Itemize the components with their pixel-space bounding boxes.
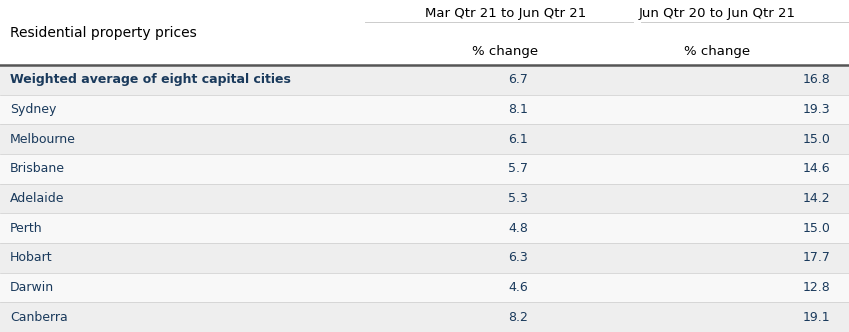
Text: 8.1: 8.1	[509, 103, 528, 116]
Text: 5.3: 5.3	[509, 192, 528, 205]
Text: 4.6: 4.6	[509, 281, 528, 294]
Text: Jun Qtr 20 to Jun Qtr 21: Jun Qtr 20 to Jun Qtr 21	[639, 8, 796, 21]
Text: Residential property prices: Residential property prices	[10, 26, 197, 40]
Text: 8.2: 8.2	[509, 311, 528, 324]
Bar	[0, 243, 849, 273]
Text: Canberra: Canberra	[10, 311, 68, 324]
Bar	[0, 184, 849, 213]
Bar	[0, 273, 849, 302]
Text: 15.0: 15.0	[802, 133, 830, 146]
Text: 19.1: 19.1	[802, 311, 830, 324]
Text: 4.8: 4.8	[509, 222, 528, 235]
Text: 19.3: 19.3	[802, 103, 830, 116]
Text: Hobart: Hobart	[10, 251, 53, 264]
Bar	[0, 213, 849, 243]
Text: 16.8: 16.8	[802, 73, 830, 86]
Text: 14.6: 14.6	[802, 162, 830, 175]
Text: Sydney: Sydney	[10, 103, 57, 116]
Text: Brisbane: Brisbane	[10, 162, 65, 175]
Text: 6.7: 6.7	[509, 73, 528, 86]
Text: % change: % change	[684, 44, 751, 57]
Text: Darwin: Darwin	[10, 281, 54, 294]
Text: Weighted average of eight capital cities: Weighted average of eight capital cities	[10, 73, 291, 86]
Text: 5.7: 5.7	[508, 162, 528, 175]
Text: 15.0: 15.0	[802, 222, 830, 235]
Text: 12.8: 12.8	[802, 281, 830, 294]
Text: 6.3: 6.3	[509, 251, 528, 264]
Text: % change: % change	[472, 44, 538, 57]
Bar	[0, 95, 849, 124]
Bar	[0, 302, 849, 332]
Text: 17.7: 17.7	[802, 251, 830, 264]
Text: 14.2: 14.2	[802, 192, 830, 205]
Text: Melbourne: Melbourne	[10, 133, 76, 146]
Text: 6.1: 6.1	[509, 133, 528, 146]
Bar	[0, 154, 849, 184]
Bar	[0, 65, 849, 95]
Text: Perth: Perth	[10, 222, 42, 235]
Text: Mar Qtr 21 to Jun Qtr 21: Mar Qtr 21 to Jun Qtr 21	[424, 8, 586, 21]
Text: Adelaide: Adelaide	[10, 192, 65, 205]
Bar	[0, 124, 849, 154]
